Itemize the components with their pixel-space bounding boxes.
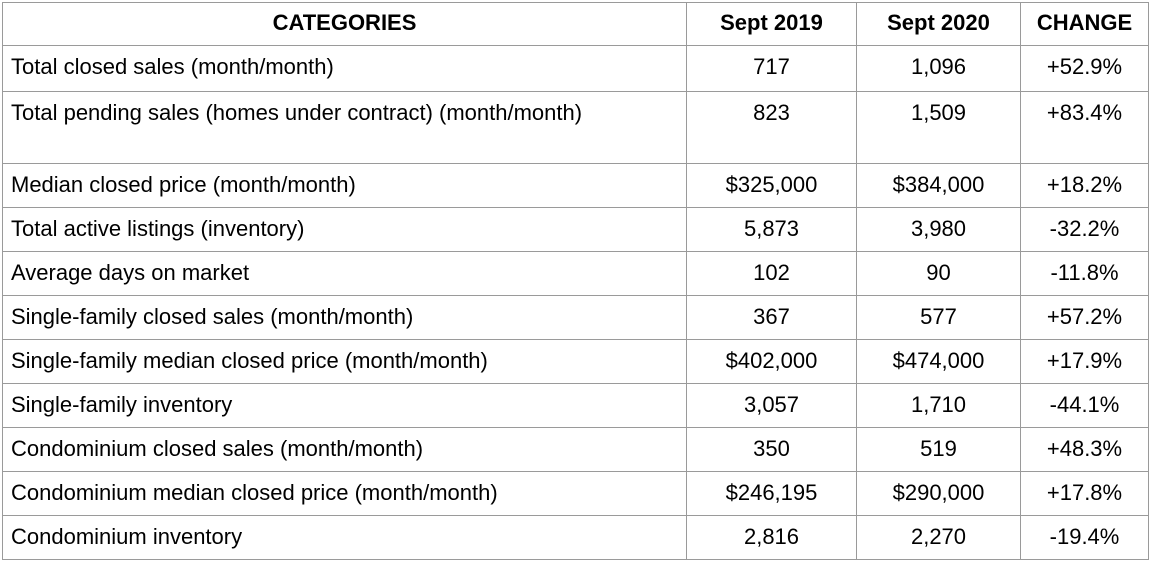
table-body: Total closed sales (month/month) 717 1,096… xyxy=(2,45,1149,560)
category-cell: Single-family inventory xyxy=(2,383,687,428)
table-row: Median closed price (month/month) $325,00… xyxy=(2,163,1149,208)
value-cell: +52.9% xyxy=(1020,45,1149,92)
value-cell: 2,816 xyxy=(686,515,857,560)
value-cell: 1,096 xyxy=(856,45,1021,92)
category-cell: Total pending sales (homes under contrac… xyxy=(2,91,687,164)
value-cell: 3,980 xyxy=(856,207,1021,252)
category-cell: Condominium inventory xyxy=(2,515,687,560)
value-cell: +57.2% xyxy=(1020,295,1149,340)
value-cell: 3,057 xyxy=(686,383,857,428)
value-cell: 350 xyxy=(686,427,857,472)
table-row: Total closed sales (month/month) 717 1,096… xyxy=(2,45,1149,92)
value-cell: 1,710 xyxy=(856,383,1021,428)
value-cell: -11.8% xyxy=(1020,251,1149,296)
table-row: Total active listings (inventory) 5,873 3,… xyxy=(2,207,1149,252)
value-cell: 102 xyxy=(686,251,857,296)
value-cell: +83.4% xyxy=(1020,91,1149,164)
category-cell: Condominium closed sales (month/month) xyxy=(2,427,687,472)
value-cell: 519 xyxy=(856,427,1021,472)
value-cell: 823 xyxy=(686,91,857,164)
category-cell: Single-family median closed price (month… xyxy=(2,339,687,384)
table-row: Single-family median closed price (month… xyxy=(2,339,1149,384)
value-cell: 1,509 xyxy=(856,91,1021,164)
table-head: CATEGORIES Sept 2019 Sept 2020 CHANGE xyxy=(2,2,1149,46)
category-cell: Total closed sales (month/month) xyxy=(2,45,687,92)
value-cell: +18.2% xyxy=(1020,163,1149,208)
value-cell: 2,270 xyxy=(856,515,1021,560)
header-cell: Sept 2019 xyxy=(686,2,857,46)
table-row: Total pending sales (homes under contrac… xyxy=(2,91,1149,164)
table-row: Condominium closed sales (month/month) 35… xyxy=(2,427,1149,472)
value-cell: +17.9% xyxy=(1020,339,1149,384)
category-cell: Condominium median closed price (month/m… xyxy=(2,471,687,516)
value-cell: 5,873 xyxy=(686,207,857,252)
value-cell: 90 xyxy=(856,251,1021,296)
table-row: Condominium median closed price (month/m… xyxy=(2,471,1149,516)
value-cell: +17.8% xyxy=(1020,471,1149,516)
header-row: CATEGORIES Sept 2019 Sept 2020 CHANGE xyxy=(2,2,1149,46)
value-cell: $246,195 xyxy=(686,471,857,516)
value-cell: -19.4% xyxy=(1020,515,1149,560)
table-row: Single-family inventory 3,057 1,710 -44.1% xyxy=(2,383,1149,428)
header-cell: CHANGE xyxy=(1020,2,1149,46)
value-cell: 577 xyxy=(856,295,1021,340)
value-cell: $290,000 xyxy=(856,471,1021,516)
table-row: Single-family closed sales (month/month)… xyxy=(2,295,1149,340)
value-cell: $325,000 xyxy=(686,163,857,208)
category-cell: Average days on market xyxy=(2,251,687,296)
value-cell: $474,000 xyxy=(856,339,1021,384)
value-cell: +48.3% xyxy=(1020,427,1149,472)
category-cell: Single-family closed sales (month/month) xyxy=(2,295,687,340)
table-row: Condominium inventory 2,816 2,270 -19.4% xyxy=(2,515,1149,560)
header-cell: Sept 2020 xyxy=(856,2,1021,46)
value-cell: $384,000 xyxy=(856,163,1021,208)
value-cell: 367 xyxy=(686,295,857,340)
value-cell: -32.2% xyxy=(1020,207,1149,252)
value-cell: -44.1% xyxy=(1020,383,1149,428)
header-cell: CATEGORIES xyxy=(2,2,687,46)
table-row: Average days on market 102 90 -11.8% xyxy=(2,251,1149,296)
value-cell: $402,000 xyxy=(686,339,857,384)
category-cell: Total active listings (inventory) xyxy=(2,207,687,252)
value-cell: 717 xyxy=(686,45,857,92)
category-cell: Median closed price (month/month) xyxy=(2,163,687,208)
